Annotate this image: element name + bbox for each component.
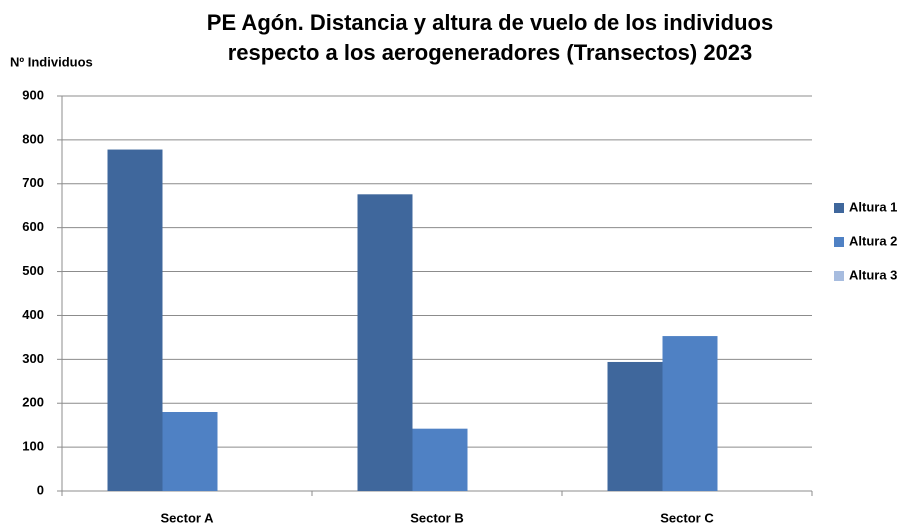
y-tick-label: 600 <box>22 219 44 234</box>
legend-label: Altura 2 <box>849 233 897 248</box>
x-tick-label: Sector C <box>660 510 714 525</box>
y-tick-label: 800 <box>22 131 44 146</box>
chart-title: PE Agón. Distancia y altura de vuelo de … <box>207 10 773 35</box>
bar <box>107 149 163 492</box>
y-tick-label: 200 <box>22 395 44 410</box>
bar <box>607 361 663 491</box>
y-axis-label: Nº Individuos <box>10 54 93 69</box>
legend-swatch <box>834 271 844 281</box>
y-tick-label: 100 <box>22 439 44 454</box>
legend-swatch <box>834 203 844 213</box>
y-tick-label: 0 <box>37 482 44 497</box>
legend-label: Altura 3 <box>849 267 897 282</box>
bar <box>357 194 413 492</box>
bar <box>162 412 218 491</box>
y-tick-label: 900 <box>22 87 44 102</box>
y-tick-label: 300 <box>22 351 44 366</box>
x-tick-label: Sector B <box>410 510 463 525</box>
legend-swatch <box>834 237 844 247</box>
bar <box>412 428 468 491</box>
bar <box>662 336 718 491</box>
x-tick-label: Sector A <box>161 510 215 525</box>
y-tick-label: 400 <box>22 307 44 322</box>
legend-label: Altura 1 <box>849 199 897 214</box>
chart-title: respecto a los aerogeneradores (Transect… <box>228 40 753 65</box>
y-tick-label: 500 <box>22 263 44 278</box>
y-tick-label: 700 <box>22 175 44 190</box>
